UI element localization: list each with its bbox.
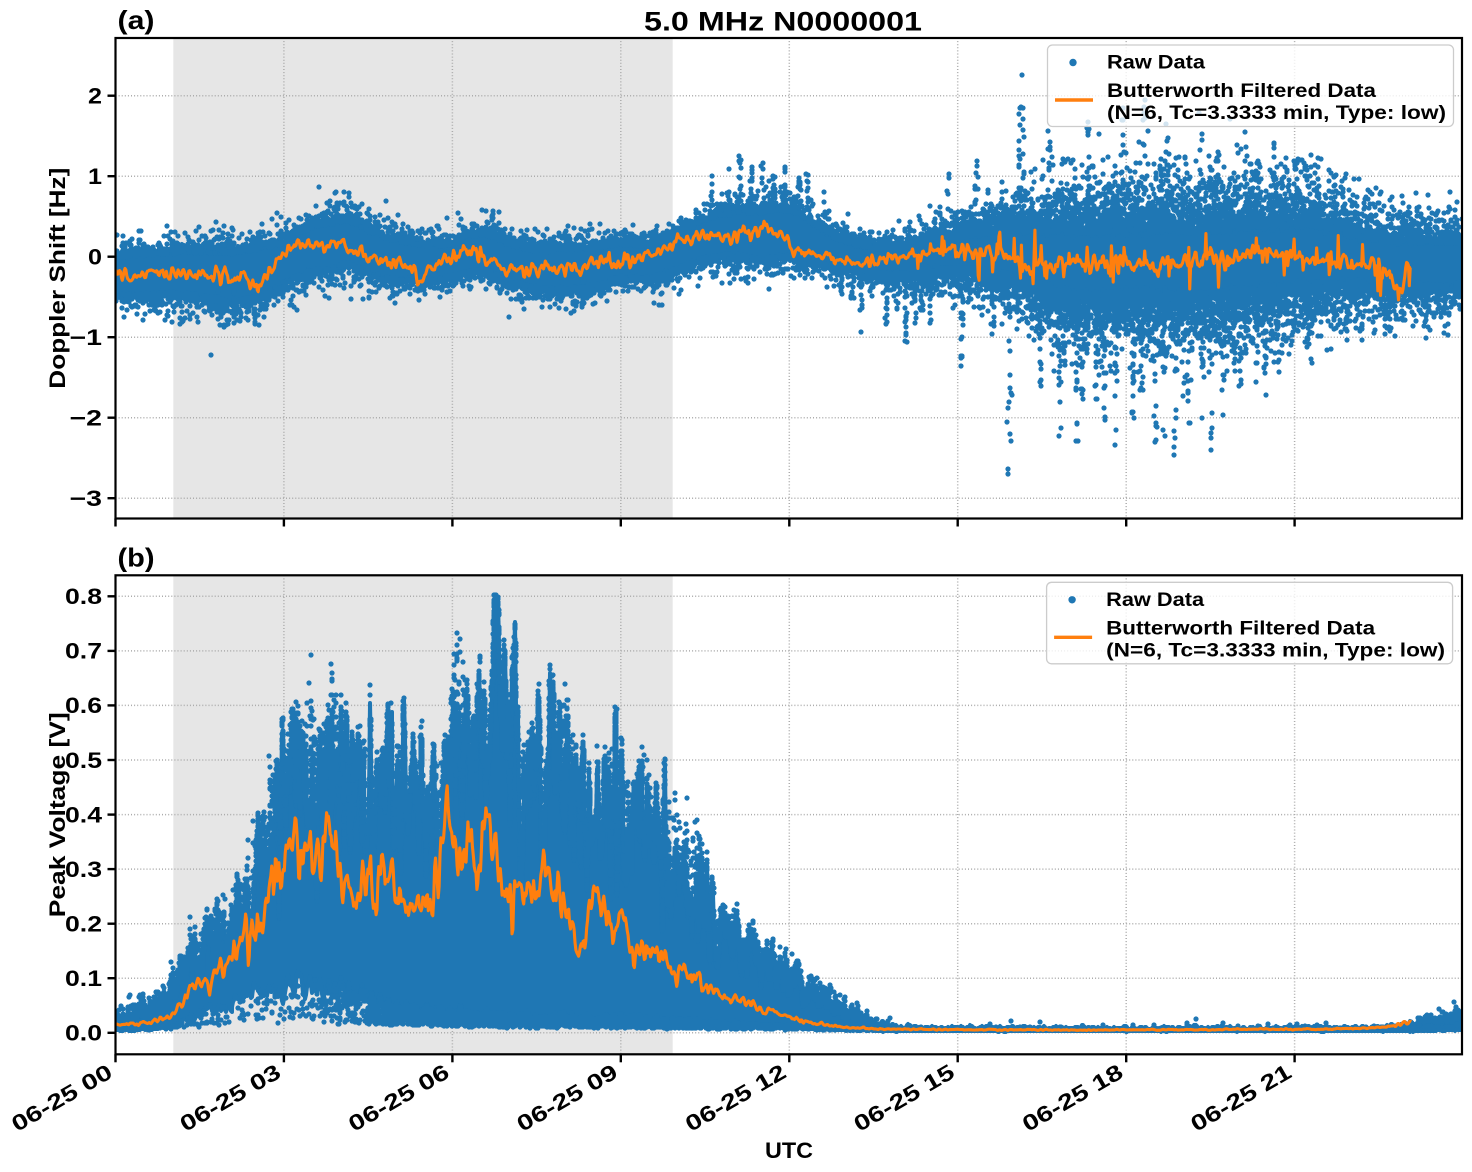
svg-text:0.0: 0.0 [65,1021,102,1046]
svg-text:0.2: 0.2 [65,912,102,937]
svg-text:2: 2 [88,84,102,109]
svg-text:−2: −2 [70,406,103,431]
svg-text:Peak Voltage [V]: Peak Voltage [V] [45,712,70,917]
svg-text:(a): (a) [118,5,155,35]
svg-text:0.7: 0.7 [65,639,102,664]
svg-text:(N=6, Tc=3.3333 min, Type: low: (N=6, Tc=3.3333 min, Type: low) [1107,103,1446,124]
svg-text:0.1: 0.1 [65,966,102,991]
svg-text:5.0 MHz N0000001: 5.0 MHz N0000001 [644,7,922,37]
svg-text:0.6: 0.6 [65,693,102,718]
svg-text:Doppler Shift [Hz]: Doppler Shift [Hz] [45,168,70,389]
svg-text:0.4: 0.4 [65,802,103,827]
svg-text:0.3: 0.3 [65,857,102,882]
svg-text:(b): (b) [118,543,155,573]
svg-text:Raw Data: Raw Data [1107,53,1205,74]
svg-text:Butterworth Filtered Data: Butterworth Filtered Data [1106,618,1375,639]
svg-text:(N=6, Tc=3.3333 min, Type: low: (N=6, Tc=3.3333 min, Type: low) [1106,640,1445,661]
svg-text:Butterworth Filtered Data: Butterworth Filtered Data [1107,81,1376,102]
svg-text:0: 0 [88,245,102,270]
svg-text:0.5: 0.5 [65,748,102,773]
svg-text:0.8: 0.8 [65,584,102,609]
svg-text:−3: −3 [70,486,103,511]
svg-text:UTC: UTC [765,1138,813,1163]
svg-text:Raw Data: Raw Data [1106,590,1204,611]
svg-text:1: 1 [88,164,102,189]
svg-text:−1: −1 [70,325,103,350]
